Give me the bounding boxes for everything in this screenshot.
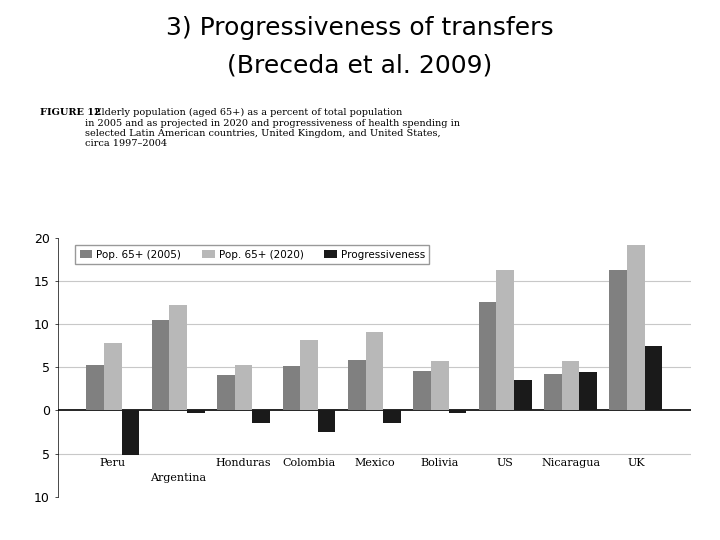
Bar bbox=[479, 302, 496, 410]
Bar bbox=[366, 332, 383, 410]
Text: UK: UK bbox=[627, 458, 644, 468]
Bar bbox=[609, 271, 627, 410]
Bar bbox=[348, 360, 366, 410]
Text: Colombia: Colombia bbox=[282, 458, 336, 468]
Bar bbox=[187, 410, 204, 413]
Text: Honduras: Honduras bbox=[216, 458, 271, 468]
Text: (Breceda et al. 2009): (Breceda et al. 2009) bbox=[228, 54, 492, 78]
Bar bbox=[122, 410, 140, 455]
Bar bbox=[318, 410, 336, 432]
Text: FIGURE 12: FIGURE 12 bbox=[40, 108, 100, 117]
Bar bbox=[496, 271, 514, 410]
Bar bbox=[562, 361, 580, 410]
Bar bbox=[169, 305, 187, 410]
Bar bbox=[152, 320, 169, 410]
Bar bbox=[644, 346, 662, 410]
Text: Peru: Peru bbox=[100, 458, 126, 468]
Text: Mexico: Mexico bbox=[354, 458, 395, 468]
Bar bbox=[253, 410, 270, 423]
Bar bbox=[383, 410, 401, 423]
Bar bbox=[282, 366, 300, 410]
Bar bbox=[627, 245, 644, 410]
Bar bbox=[580, 372, 597, 410]
Bar bbox=[217, 375, 235, 410]
Text: US: US bbox=[497, 458, 513, 468]
Bar bbox=[300, 340, 318, 410]
Bar bbox=[235, 364, 253, 410]
Bar bbox=[86, 364, 104, 410]
Text: Elderly population (aged 65+) as a percent of total population
in 2005 and as pr: Elderly population (aged 65+) as a perce… bbox=[85, 108, 460, 148]
Legend: Pop. 65+ (2005), Pop. 65+ (2020), Progressiveness: Pop. 65+ (2005), Pop. 65+ (2020), Progre… bbox=[76, 245, 430, 264]
Bar bbox=[413, 370, 431, 410]
Bar bbox=[514, 380, 531, 410]
Text: Bolivia: Bolivia bbox=[420, 458, 459, 468]
Text: 3) Progressiveness of transfers: 3) Progressiveness of transfers bbox=[166, 16, 554, 40]
Bar bbox=[544, 374, 562, 410]
Bar bbox=[449, 410, 467, 413]
Bar bbox=[431, 361, 449, 410]
Text: Argentina: Argentina bbox=[150, 472, 207, 483]
Bar bbox=[104, 343, 122, 410]
Text: Nicaragua: Nicaragua bbox=[541, 458, 600, 468]
